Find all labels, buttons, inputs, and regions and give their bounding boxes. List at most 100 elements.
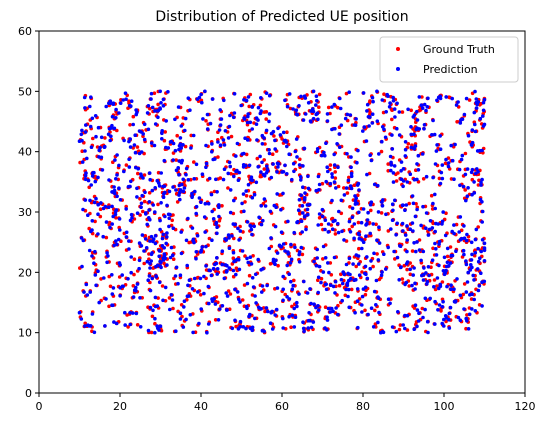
point-prediction: [309, 109, 313, 113]
point-prediction: [314, 103, 318, 107]
point-prediction: [127, 103, 132, 108]
point-prediction: [165, 231, 169, 235]
point-prediction: [162, 246, 166, 250]
point-prediction: [482, 122, 487, 127]
point-prediction: [108, 138, 112, 143]
point-prediction: [141, 132, 145, 136]
point-prediction: [357, 273, 362, 278]
point-prediction: [137, 151, 142, 156]
point-prediction: [409, 125, 413, 129]
point-prediction: [434, 149, 439, 153]
point-prediction: [83, 130, 88, 134]
point-prediction: [351, 262, 355, 266]
point-prediction: [118, 101, 123, 105]
point-prediction: [292, 169, 296, 174]
point-prediction: [275, 286, 280, 290]
point-prediction: [354, 277, 358, 282]
point-ground-truth: [241, 230, 245, 234]
point-prediction: [161, 298, 165, 303]
point-prediction: [146, 278, 150, 283]
point-ground-truth: [317, 216, 322, 220]
point-prediction: [80, 160, 85, 164]
point-prediction: [472, 180, 476, 184]
point-prediction: [298, 175, 303, 179]
point-prediction: [276, 165, 280, 169]
point-prediction: [153, 109, 157, 113]
point-prediction: [317, 182, 322, 187]
point-prediction: [434, 247, 438, 251]
point-prediction: [315, 149, 320, 154]
point-ground-truth: [135, 145, 140, 149]
point-prediction: [405, 260, 410, 264]
point-prediction: [412, 147, 417, 151]
point-prediction: [440, 305, 445, 309]
point-ground-truth: [80, 149, 84, 153]
point-prediction: [337, 145, 342, 149]
point-prediction: [295, 155, 299, 159]
point-ground-truth: [356, 220, 361, 225]
point-prediction: [370, 112, 375, 116]
point-prediction: [372, 289, 377, 294]
point-prediction: [256, 305, 261, 310]
point-prediction: [184, 317, 188, 322]
point-prediction: [150, 105, 155, 110]
point-ground-truth: [375, 252, 379, 256]
point-prediction: [178, 197, 182, 202]
point-prediction: [365, 109, 369, 113]
point-prediction: [474, 97, 479, 101]
point-prediction: [412, 241, 416, 245]
point-prediction: [134, 311, 139, 316]
point-prediction: [112, 320, 116, 324]
point-prediction: [83, 177, 88, 182]
point-prediction: [400, 221, 405, 226]
point-prediction: [110, 273, 114, 277]
x-tick-label: 20: [113, 400, 127, 413]
point-prediction: [315, 98, 319, 103]
point-ground-truth: [336, 184, 341, 189]
point-ground-truth: [153, 321, 157, 326]
point-prediction: [215, 231, 219, 236]
point-prediction: [306, 186, 311, 191]
point-prediction: [382, 252, 386, 256]
point-ground-truth: [127, 99, 131, 103]
point-prediction: [206, 322, 211, 326]
point-prediction: [129, 99, 134, 103]
point-prediction: [287, 92, 292, 96]
point-prediction: [382, 127, 386, 132]
point-ground-truth: [213, 318, 218, 322]
point-prediction: [176, 166, 180, 170]
point-prediction: [237, 297, 241, 302]
point-prediction: [297, 292, 301, 296]
point-prediction: [123, 310, 127, 315]
point-prediction: [308, 119, 313, 123]
point-ground-truth: [262, 167, 267, 171]
point-prediction: [347, 219, 352, 224]
point-prediction: [443, 233, 448, 238]
point-prediction: [472, 191, 477, 195]
point-prediction: [356, 325, 360, 330]
point-prediction: [181, 325, 186, 329]
point-prediction: [150, 251, 154, 255]
point-prediction: [341, 270, 346, 274]
point-prediction: [244, 304, 249, 309]
point-prediction: [353, 310, 357, 315]
point-prediction: [439, 170, 444, 175]
point-ground-truth: [410, 249, 415, 253]
point-prediction: [414, 249, 418, 254]
point-prediction: [181, 177, 185, 182]
point-ground-truth: [342, 186, 346, 190]
point-ground-truth: [382, 92, 386, 96]
point-ground-truth: [132, 257, 137, 262]
point-prediction: [385, 92, 390, 97]
point-prediction: [147, 171, 152, 175]
point-prediction: [149, 97, 153, 101]
point-prediction: [431, 201, 435, 206]
point-prediction: [377, 310, 381, 315]
point-prediction: [142, 249, 146, 253]
point-prediction: [406, 107, 410, 112]
point-prediction: [412, 266, 416, 270]
point-prediction: [299, 94, 303, 99]
point-prediction: [425, 279, 430, 284]
point-ground-truth: [448, 245, 453, 249]
point-prediction: [470, 307, 474, 311]
